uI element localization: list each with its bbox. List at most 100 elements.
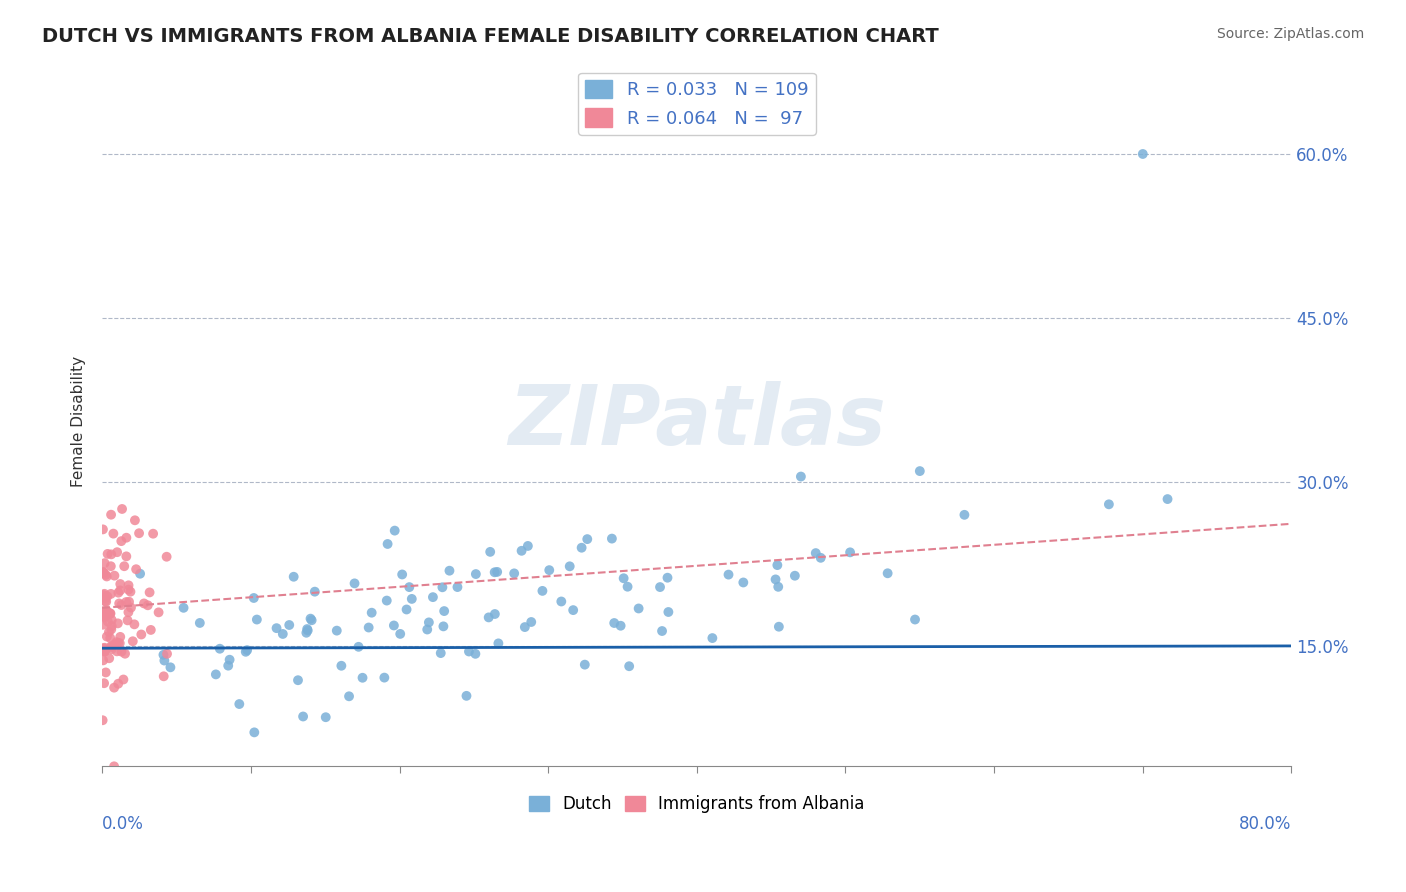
Point bbox=[100, 587, 122, 601]
Point bbox=[98, 631, 121, 645]
Point bbox=[100, 623, 122, 637]
Point bbox=[278, 618, 301, 632]
Point bbox=[91, 565, 114, 579]
Point bbox=[107, 677, 129, 691]
Point bbox=[100, 607, 122, 621]
Point bbox=[571, 541, 593, 555]
Point bbox=[93, 556, 115, 570]
Point bbox=[384, 524, 406, 538]
Point bbox=[768, 620, 790, 634]
Point bbox=[432, 619, 454, 633]
Point bbox=[156, 549, 179, 564]
Point bbox=[100, 619, 122, 633]
Point bbox=[103, 681, 125, 695]
Point bbox=[516, 539, 538, 553]
Point bbox=[156, 647, 179, 661]
Point bbox=[97, 547, 120, 561]
Point bbox=[271, 627, 294, 641]
Point bbox=[93, 587, 115, 601]
Point bbox=[103, 759, 125, 773]
Point bbox=[416, 623, 439, 637]
Point bbox=[600, 532, 623, 546]
Point bbox=[118, 595, 141, 609]
Point bbox=[326, 624, 349, 638]
Point bbox=[136, 599, 159, 613]
Point bbox=[391, 567, 413, 582]
Point bbox=[765, 573, 787, 587]
Point bbox=[456, 689, 478, 703]
Point bbox=[91, 522, 114, 536]
Point bbox=[94, 567, 117, 582]
Point bbox=[152, 669, 174, 683]
Point bbox=[94, 644, 117, 658]
Point bbox=[117, 582, 139, 597]
Point bbox=[96, 590, 118, 604]
Point bbox=[382, 618, 405, 632]
Point bbox=[503, 566, 526, 581]
Point bbox=[236, 643, 259, 657]
Point bbox=[93, 644, 115, 658]
Point bbox=[343, 576, 366, 591]
Point bbox=[121, 634, 143, 648]
Point bbox=[299, 612, 322, 626]
Point bbox=[97, 624, 120, 639]
Point bbox=[657, 571, 679, 585]
Point bbox=[124, 513, 146, 527]
Point bbox=[100, 559, 122, 574]
Point bbox=[117, 605, 139, 619]
Point bbox=[91, 713, 114, 727]
Point bbox=[810, 550, 832, 565]
Point bbox=[128, 526, 150, 541]
Point bbox=[138, 585, 160, 599]
Point bbox=[484, 607, 506, 621]
Point bbox=[94, 591, 117, 605]
Point bbox=[91, 605, 114, 619]
Point bbox=[576, 532, 599, 546]
Point bbox=[105, 545, 128, 559]
Point bbox=[94, 665, 117, 680]
Point bbox=[129, 566, 152, 581]
Point bbox=[389, 627, 412, 641]
Point bbox=[228, 697, 250, 711]
Point bbox=[395, 602, 418, 616]
Point bbox=[908, 464, 931, 478]
Point bbox=[292, 709, 315, 723]
Point bbox=[107, 616, 129, 631]
Point bbox=[657, 605, 679, 619]
Point bbox=[111, 502, 134, 516]
Point bbox=[152, 648, 174, 662]
Legend: Dutch, Immigrants from Albania: Dutch, Immigrants from Albania bbox=[522, 789, 872, 820]
Point bbox=[218, 653, 240, 667]
Point bbox=[93, 588, 115, 602]
Point bbox=[112, 673, 135, 687]
Point bbox=[131, 627, 153, 641]
Point bbox=[110, 534, 132, 549]
Point bbox=[432, 580, 454, 594]
Point bbox=[347, 640, 370, 654]
Point bbox=[110, 630, 132, 644]
Point bbox=[100, 640, 122, 654]
Point bbox=[107, 585, 129, 599]
Point bbox=[139, 623, 162, 637]
Point bbox=[429, 646, 451, 660]
Point bbox=[93, 640, 115, 655]
Point bbox=[103, 568, 125, 582]
Point bbox=[373, 671, 395, 685]
Point bbox=[208, 641, 231, 656]
Point bbox=[91, 608, 114, 623]
Point bbox=[100, 642, 122, 657]
Point bbox=[132, 596, 155, 610]
Point bbox=[217, 658, 239, 673]
Point bbox=[94, 594, 117, 608]
Point bbox=[733, 575, 755, 590]
Point bbox=[94, 610, 117, 624]
Point bbox=[159, 660, 181, 674]
Point bbox=[108, 597, 131, 611]
Point bbox=[93, 676, 115, 690]
Text: 80.0%: 80.0% bbox=[1239, 814, 1292, 832]
Point bbox=[439, 564, 461, 578]
Point bbox=[96, 569, 118, 583]
Point bbox=[98, 651, 121, 665]
Point bbox=[550, 594, 572, 608]
Point bbox=[804, 546, 827, 560]
